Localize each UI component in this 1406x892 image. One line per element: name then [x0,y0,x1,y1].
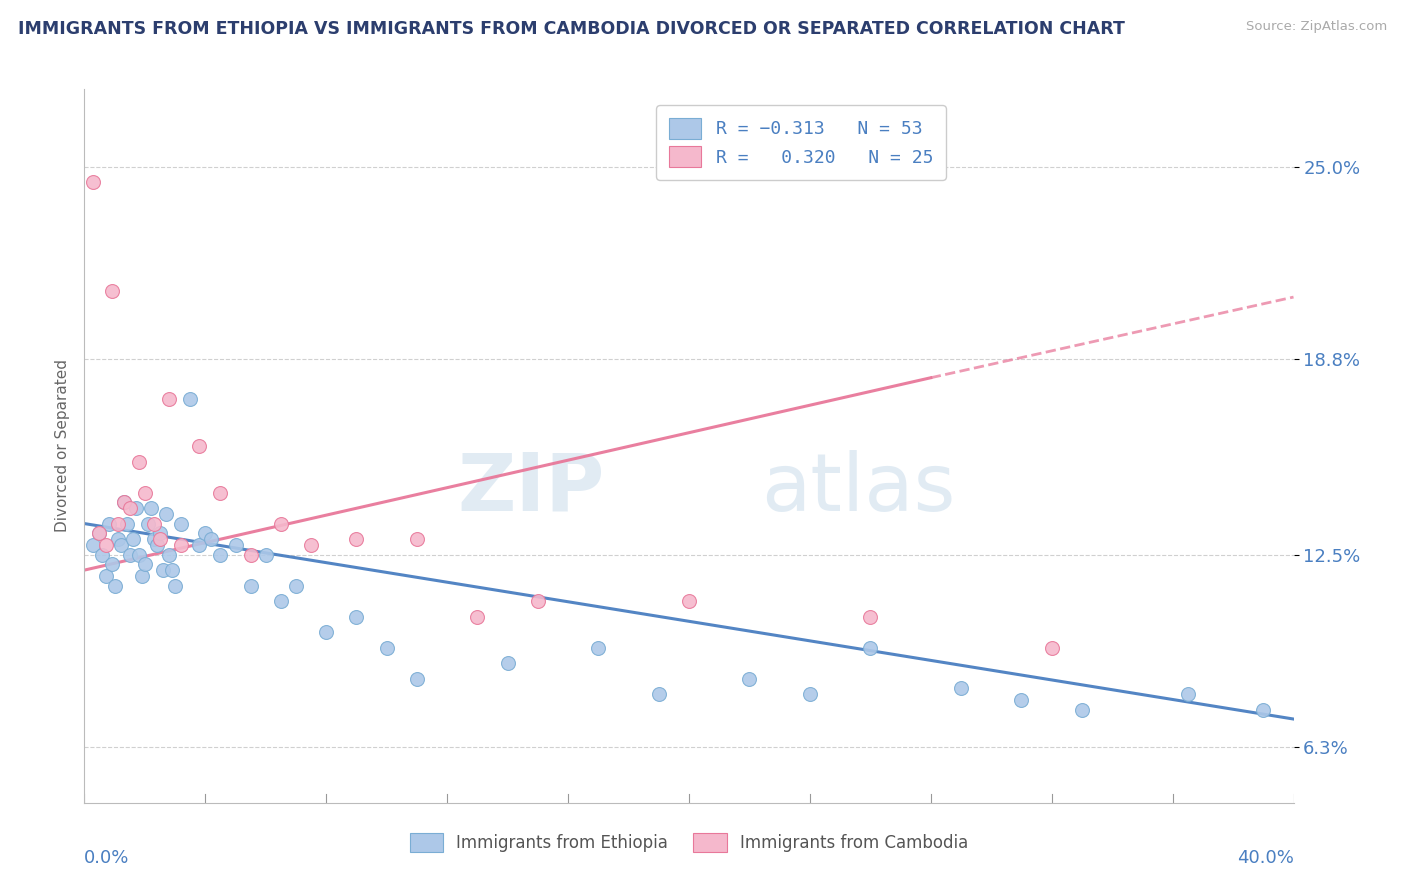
Point [155,508,177,522]
Point [100,284,122,298]
Point [139,501,162,516]
Point [112,495,135,509]
Point [346,532,368,546]
Point [110,538,132,552]
Point [136,516,159,531]
Point [118,501,141,516]
Point [346,609,368,624]
Point [225,538,247,552]
Point [209,485,232,500]
Point [97,516,120,531]
Point [82,175,104,189]
Y-axis label: Divorced or Separated: Divorced or Separated [55,359,70,533]
Point [315,625,337,640]
Point [160,563,183,577]
Point [239,579,262,593]
Point [859,609,882,624]
Point [131,569,153,583]
Point [270,516,292,531]
Point [1177,687,1199,701]
Point [950,681,973,695]
Point [1071,703,1094,717]
Point [128,548,150,562]
Point [125,501,148,516]
Point [134,485,156,500]
Point [799,687,821,701]
Point [142,516,165,531]
Point [121,532,143,546]
Point [134,557,156,571]
Point [91,548,114,562]
Point [107,516,129,531]
Point [299,538,322,552]
Point [142,532,165,546]
Text: 40.0%: 40.0% [1237,849,1294,867]
Text: Source: ZipAtlas.com: Source: ZipAtlas.com [1247,20,1388,33]
Point [94,569,117,583]
Point [149,532,172,546]
Point [179,392,201,407]
Point [188,439,211,453]
Point [1253,703,1275,717]
Point [149,525,172,540]
Legend: Immigrants from Ethiopia, Immigrants from Cambodia: Immigrants from Ethiopia, Immigrants fro… [404,826,974,859]
Point [678,594,700,608]
Point [94,538,117,552]
Point [859,640,882,655]
Point [89,525,111,540]
Point [648,687,671,701]
Text: ZIP: ZIP [457,450,605,528]
Point [194,525,217,540]
Point [118,548,141,562]
Point [588,640,610,655]
Text: atlas: atlas [762,450,956,528]
Point [165,579,187,593]
Point [209,548,232,562]
Point [406,532,429,546]
Point [115,516,138,531]
Point [152,563,174,577]
Point [107,532,129,546]
Point [112,495,135,509]
Point [496,656,519,670]
Point [738,672,761,686]
Point [254,548,277,562]
Point [467,609,489,624]
Point [375,640,398,655]
Point [146,538,169,552]
Point [157,392,180,407]
Point [406,672,429,686]
Point [170,516,193,531]
Point [1011,693,1033,707]
Point [527,594,550,608]
Point [188,538,211,552]
Text: IMMIGRANTS FROM ETHIOPIA VS IMMIGRANTS FROM CAMBODIA DIVORCED OR SEPARATED CORRE: IMMIGRANTS FROM ETHIOPIA VS IMMIGRANTS F… [18,20,1125,37]
Point [285,579,308,593]
Text: 0.0%: 0.0% [84,849,129,867]
Point [128,454,150,468]
Point [157,548,180,562]
Point [239,548,262,562]
Point [104,579,127,593]
Point [89,525,111,540]
Point [270,594,292,608]
Point [100,557,122,571]
Point [82,538,104,552]
Point [170,538,193,552]
Point [1040,640,1063,655]
Point [200,532,222,546]
